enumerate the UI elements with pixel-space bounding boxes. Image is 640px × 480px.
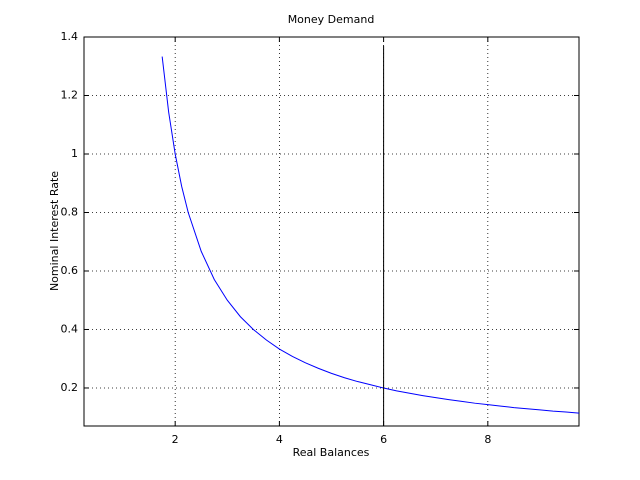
x-axis-label: Real Balances	[293, 446, 370, 459]
y-tick-label: 0.4	[61, 322, 79, 335]
y-tick-label: 0.2	[61, 381, 79, 394]
y-tick-label: 1.4	[61, 30, 79, 43]
x-tick-label: 8	[484, 433, 491, 446]
line	[161, 56, 580, 414]
y-tick-label: 0.6	[61, 264, 79, 277]
x-tick-label: 6	[380, 433, 387, 446]
y-tick-label: 0.8	[61, 205, 79, 218]
y-tick-label: 1	[71, 147, 78, 160]
y-tick-label: 1.2	[61, 88, 79, 101]
plot-frame	[83, 36, 580, 427]
y-axis-label: Nominal Interest Rate	[48, 171, 61, 291]
x-tick-label: 2	[172, 433, 179, 446]
x-tick-label: 4	[276, 433, 283, 446]
chart-title: Money Demand	[288, 13, 375, 26]
